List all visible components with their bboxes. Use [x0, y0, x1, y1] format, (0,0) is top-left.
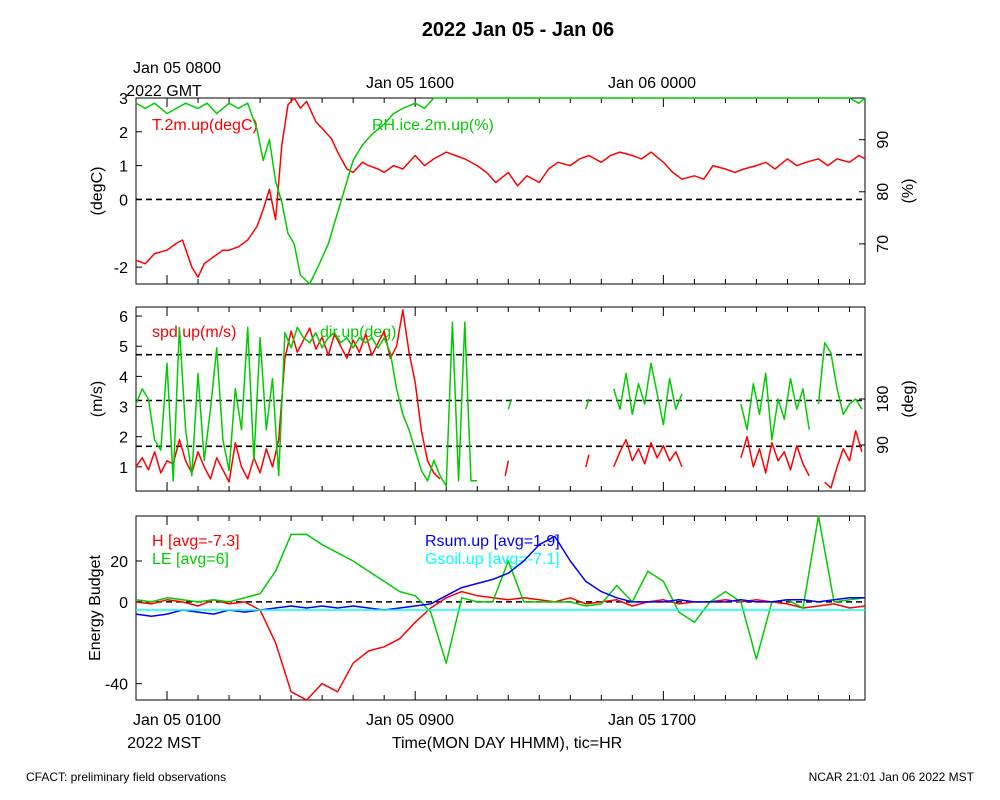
series-line-0-2 [585, 454, 590, 468]
y-axis-label-left: (degC) [89, 167, 106, 216]
series-line-0-0 [135, 309, 441, 483]
series-line-0-4 [740, 435, 810, 477]
legend-h: H [avg=-7.3] [152, 533, 240, 550]
top-tick-label-0: Jan 05 0800 [133, 60, 221, 77]
y-tick-label-left: 1 [119, 159, 128, 176]
legend-humidity: RH.ice.2m.up(%) [372, 117, 494, 134]
series-line-1-0 [135, 515, 866, 664]
wind-panel: (m/s) (deg) spd.up(m/s) dir.up(deg) 1 2 3 4… [89, 306, 917, 492]
legend-rsum: Rsum.up [avg=1.9] [425, 533, 560, 550]
bottom-tick-label-2: Jan 05 1700 [608, 712, 696, 729]
series-line-1-1 [507, 398, 513, 410]
legend-temperature: T.2m.up(degC) [152, 117, 258, 134]
series-line-1-0 [135, 97, 866, 285]
y-tick-label-left: 0 [119, 595, 128, 612]
series-line-0-1 [504, 460, 510, 477]
y-tick-label-left: 2 [119, 430, 128, 447]
series-line-0-0 [135, 97, 866, 278]
legend-le: LE [avg=6] [152, 551, 229, 568]
series-line-0-0 [135, 590, 866, 701]
top-tick-label-1: Jan 05 1600 [366, 75, 454, 92]
series-line-1-3 [612, 362, 683, 426]
y-tick-label-left: 20 [110, 554, 128, 571]
y-tick-label-right: 90 [875, 436, 892, 454]
y-axis-label-right: (%) [900, 179, 917, 204]
series-line-1-2 [585, 398, 590, 410]
y-tick-label-left: 4 [119, 369, 128, 386]
footer-left: CFACT: preliminary field observations [26, 770, 226, 784]
bottom-tick-label-1: Jan 05 0900 [366, 712, 454, 729]
y-axis-label-left: (m/s) [89, 381, 106, 417]
y-tick-label-left: 6 [119, 309, 128, 326]
y-tick-label-left: 2 [119, 125, 128, 142]
y-axis-label-right: (deg) [900, 380, 917, 417]
y-tick-label-left: 0 [119, 192, 128, 209]
series-line-1-5 [817, 342, 863, 416]
temperature-humidity-panel: (degC) (%) T.2m.up(degC) RH.ice.2m.up(%)… [89, 91, 917, 285]
y-tick-label-left: 5 [119, 339, 128, 356]
legend-gsoil: Gsoil.up [avg=-7.1] [425, 551, 560, 568]
series-line-1-0 [135, 321, 478, 487]
bottom-tick-label-0: Jan 05 0100 [133, 712, 221, 729]
y-tick-label-right: 90 [875, 131, 892, 149]
y-tick-label-left: 3 [119, 91, 128, 108]
y-tick-label-right: 80 [875, 183, 892, 201]
y-tick-label-right: 70 [875, 235, 892, 253]
footer-right: NCAR 21:01 Jan 06 2022 MST [809, 770, 975, 784]
energy-budget-panel: Energy Budget H [avg=-7.3] LE [avg=6] Rs… [87, 515, 866, 701]
series-line-0-5 [824, 429, 863, 489]
series-line-0-3 [613, 438, 683, 468]
y-tick-label-left: -2 [114, 260, 128, 277]
legend-direction: dir.up(deg) [320, 324, 397, 341]
y-tick-label-left: 1 [119, 460, 128, 477]
top-zone-label: 2022 GMT [126, 83, 202, 100]
panel-frame [135, 515, 866, 701]
y-tick-label-left: -40 [105, 677, 128, 694]
bottom-zone-label: 2022 MST [127, 735, 201, 752]
series-line-1-4 [740, 372, 810, 441]
y-axis-label-left: Energy Budget [87, 555, 104, 661]
legend-speed: spd.up(m/s) [152, 324, 236, 341]
chart-title: 2022 Jan 05 - Jan 06 [422, 19, 614, 41]
top-tick-label-2: Jan 06 0000 [608, 75, 696, 92]
y-tick-label-right: 180 [875, 386, 892, 413]
x-axis-label: Time(MON DAY HHMM), tic=HR [392, 735, 622, 752]
y-tick-label-left: 3 [119, 400, 128, 417]
